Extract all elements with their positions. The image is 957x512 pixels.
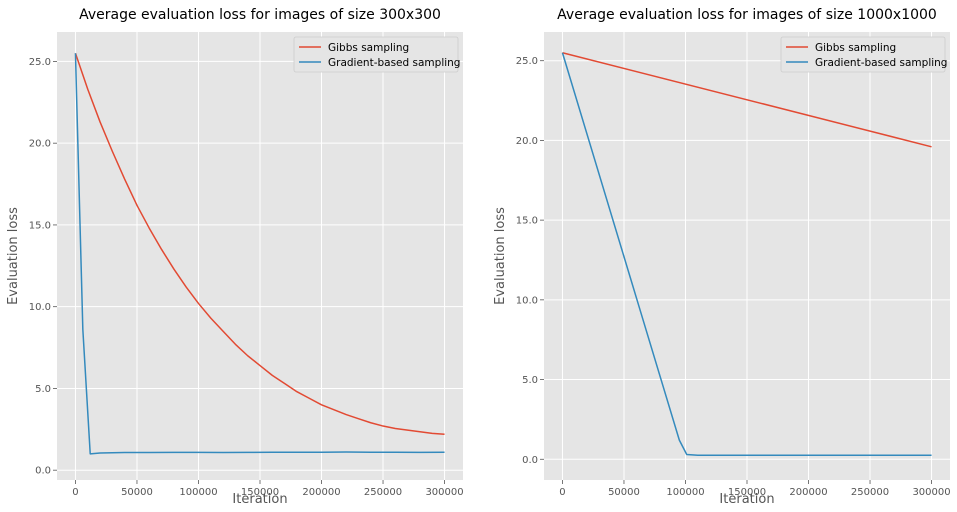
chart-title: Average evaluation loss for images of si… xyxy=(557,7,937,23)
x-tick-label: 200000 xyxy=(302,487,340,498)
x-tick-label: 200000 xyxy=(789,487,827,498)
x-tick-label: 250000 xyxy=(364,487,402,498)
legend-label-gradient: Gradient-based sampling xyxy=(815,57,947,69)
y-tick-label: 20.0 xyxy=(516,136,538,147)
legend-label-gibbs: Gibbs sampling xyxy=(328,42,409,54)
y-tick-label: 25.0 xyxy=(516,56,538,67)
x-tick-label: 150000 xyxy=(728,487,766,498)
chart-title: Average evaluation loss for images of si… xyxy=(79,7,441,23)
y-axis-label: Evaluation loss xyxy=(6,207,21,305)
x-tick-label: 100000 xyxy=(666,487,704,498)
legend: Gibbs sampling Gradient-based sampling xyxy=(780,36,947,73)
x-tick-label: 0 xyxy=(72,487,78,498)
ticks: 0 50000 100000 150000 200000 250000 300000 0.0 5… xyxy=(516,56,951,498)
x-tick-label: 250000 xyxy=(851,487,889,498)
x-tick-label: 150000 xyxy=(241,487,279,498)
y-tick-label: 5.0 xyxy=(35,384,51,395)
grid xyxy=(57,32,463,480)
ticks: 0 50000 100000 150000 200000 250000 300000 0.0 5… xyxy=(29,57,464,498)
y-tick-label: 0.0 xyxy=(35,466,51,477)
y-tick-label: 15.0 xyxy=(29,220,51,231)
x-tick-label: 50000 xyxy=(608,487,640,498)
x-tick-label: 300000 xyxy=(912,487,950,498)
y-tick-label: 25.0 xyxy=(29,57,51,68)
series-layer xyxy=(74,53,445,455)
x-axis-label: Iteration xyxy=(719,492,774,507)
y-tick-label: 10.0 xyxy=(516,295,538,306)
x-axis-label: Iteration xyxy=(232,492,287,507)
y-tick-label: 10.0 xyxy=(29,302,51,313)
legend-box xyxy=(780,36,946,73)
y-axis-label: Evaluation loss xyxy=(493,207,508,305)
y-tick-label: 5.0 xyxy=(522,375,538,386)
y-tick-label: 0.0 xyxy=(522,455,538,466)
panel-300x300: 0 50000 100000 150000 200000 250000 300000 0.0 5… xyxy=(6,7,464,507)
series-line-gibbs xyxy=(562,52,932,148)
series-line-gradient xyxy=(74,53,445,455)
y-tick-label: 15.0 xyxy=(516,216,538,227)
series-line-gradient xyxy=(561,52,932,457)
legend-label-gibbs: Gibbs sampling xyxy=(815,42,896,54)
x-tick-label: 0 xyxy=(559,487,565,498)
x-tick-label: 100000 xyxy=(179,487,217,498)
series-line-gibbs xyxy=(74,53,445,435)
x-tick-label: 50000 xyxy=(121,487,153,498)
series-layer xyxy=(561,52,932,457)
legend-label-gradient: Gradient-based sampling xyxy=(328,57,460,69)
y-tick-label: 20.0 xyxy=(29,139,51,150)
legend: Gibbs sampling Gradient-based sampling xyxy=(293,36,460,73)
legend-box xyxy=(293,36,459,73)
panel-1000x1000: 0 50000 100000 150000 200000 250000 300000 0.0 5… xyxy=(493,7,951,507)
x-tick-label: 300000 xyxy=(425,487,463,498)
